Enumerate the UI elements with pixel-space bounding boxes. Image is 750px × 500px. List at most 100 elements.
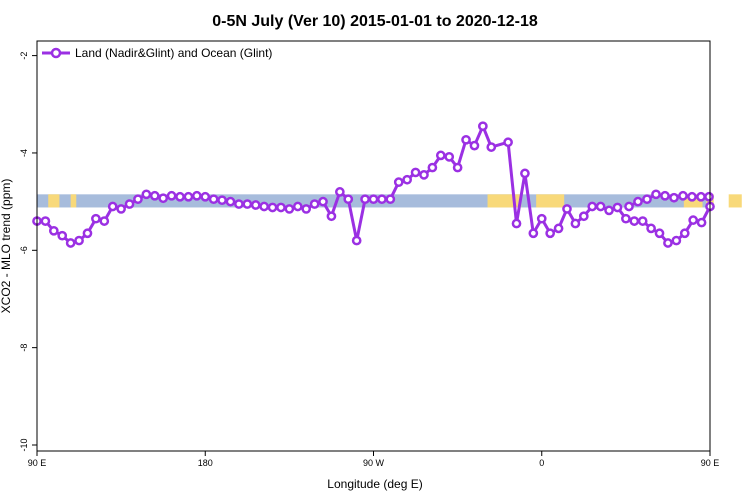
land-segment — [70, 194, 77, 208]
data-point — [74, 235, 84, 246]
data-point — [141, 189, 152, 200]
chart-title: 0-5N July (Ver 10) 2015-01-01 to 2020-12… — [212, 13, 538, 30]
data-point — [183, 191, 194, 202]
y-axis-label: XCO2 - MLO trend (ppm) — [0, 179, 13, 314]
y-tick-label: -8 — [19, 344, 29, 352]
series-layer — [32, 121, 715, 248]
x-tick-label: 180 — [198, 458, 213, 468]
data-point — [419, 170, 429, 180]
data-point — [40, 216, 51, 226]
data-point — [629, 216, 640, 226]
data-point — [116, 204, 126, 214]
data-point — [678, 190, 688, 201]
data-point — [335, 187, 345, 197]
legend-marker — [50, 47, 62, 59]
data-point — [149, 190, 160, 201]
data-point — [461, 134, 471, 145]
data-point — [217, 195, 227, 206]
data-point — [578, 211, 589, 222]
data-point — [48, 225, 59, 236]
land-segment — [536, 194, 565, 208]
data-point — [385, 194, 396, 205]
data-point — [469, 140, 480, 151]
data-point — [284, 204, 295, 214]
data-point — [704, 191, 714, 202]
data-point — [259, 201, 269, 212]
x-axis: 90 E 180 90 W 0 90 E — [28, 451, 719, 468]
y-tick-label: -2 — [19, 52, 29, 60]
data-point — [520, 168, 530, 179]
y-axis: -2 -4 -6 -8 -10 — [19, 52, 37, 452]
data-point — [553, 223, 564, 234]
data-point — [621, 213, 631, 224]
data-point — [503, 137, 513, 148]
data-point — [595, 201, 606, 212]
data-point — [570, 218, 581, 229]
data-point — [191, 190, 202, 201]
data-point — [301, 204, 312, 214]
x-tick-label: 90 E — [28, 458, 47, 468]
data-point — [234, 199, 244, 209]
data-point — [651, 189, 661, 200]
data-point — [624, 201, 634, 212]
data-point — [225, 196, 236, 207]
data-point — [276, 202, 286, 213]
data-point — [175, 191, 185, 202]
data-point — [91, 213, 101, 224]
data-point — [158, 193, 169, 204]
data-point — [343, 194, 354, 205]
y-tick-label: -4 — [19, 149, 29, 157]
y-tick-label: -6 — [19, 246, 29, 254]
data-point — [393, 177, 404, 188]
data-point — [671, 235, 682, 246]
plot-frame — [36, 40, 711, 452]
data-point — [208, 194, 219, 205]
data-point — [452, 162, 463, 173]
data-point — [351, 235, 362, 246]
data-point — [57, 230, 68, 241]
data-point — [486, 142, 497, 152]
data-point — [99, 216, 110, 226]
data-point — [65, 238, 76, 248]
data-point — [318, 196, 328, 207]
land-segment — [728, 194, 742, 208]
data-point — [642, 194, 652, 205]
data-point — [309, 199, 320, 209]
x-axis-label: Longitude (deg E) — [327, 477, 422, 491]
data-point — [107, 201, 118, 212]
legend-label: Land (Nadir&Glint) and Ocean (Glint) — [75, 46, 272, 60]
data-point — [696, 217, 707, 228]
land-segment — [48, 194, 60, 208]
data-point — [654, 228, 665, 239]
data-point — [427, 162, 438, 173]
data-point — [637, 216, 648, 226]
data-point — [124, 199, 135, 209]
data-point — [587, 201, 598, 212]
data-point — [687, 191, 697, 202]
data-point — [368, 194, 379, 205]
data-point — [612, 202, 623, 213]
data-point — [267, 202, 278, 213]
data-point — [292, 201, 303, 212]
data-point — [604, 205, 614, 216]
data-point — [511, 218, 522, 229]
data-point — [478, 121, 488, 132]
data-point — [200, 191, 211, 202]
data-point — [250, 200, 261, 210]
data-point — [360, 194, 370, 205]
data-point — [536, 213, 547, 224]
data-point — [82, 228, 93, 239]
data-point — [326, 211, 337, 222]
data-point — [444, 151, 455, 162]
series-line — [37, 124, 712, 245]
data-point — [669, 192, 679, 203]
data-point — [679, 228, 690, 239]
data-point — [660, 190, 670, 201]
data-point — [545, 228, 556, 239]
data-point — [528, 228, 539, 239]
y-tick-label: -10 — [19, 438, 29, 451]
data-point — [646, 223, 656, 234]
x-tick-label: 0 — [539, 458, 544, 468]
x-tick-label: 90 W — [363, 458, 385, 468]
